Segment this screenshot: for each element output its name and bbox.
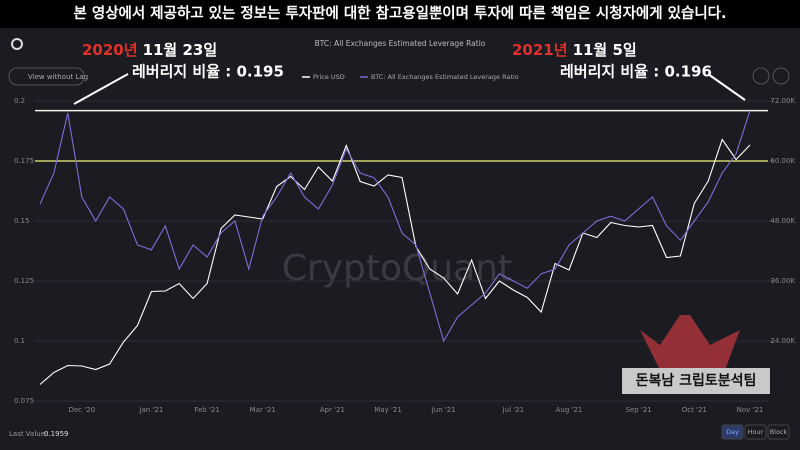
annotation-date: 11월 23일 bbox=[143, 41, 218, 59]
annotation-text: 레버리지 비율 : 0.196 bbox=[560, 63, 712, 81]
annotation: 2021년 11월 5일 bbox=[512, 41, 637, 59]
annotation-year: 2020년 bbox=[82, 41, 138, 59]
y-tick-label: 0.175 bbox=[14, 157, 34, 165]
x-tick-label: Nov '21 bbox=[737, 406, 764, 414]
banner-bg bbox=[0, 0, 800, 28]
interval-label[interactable]: Day bbox=[726, 428, 739, 436]
channel-logo bbox=[640, 315, 740, 370]
chart-title: BTC: All Exchanges Estimated Leverage Ra… bbox=[315, 39, 486, 48]
y-tick-label: 0.075 bbox=[14, 397, 34, 405]
series-line bbox=[39, 138, 751, 385]
y2-tick-label: 60.00K bbox=[770, 157, 795, 165]
x-tick-label: Jan '21 bbox=[138, 406, 163, 414]
y2-tick-label: 36.00K bbox=[770, 277, 795, 285]
x-tick-label: Jul '21 bbox=[502, 406, 525, 414]
x-tick-label: Apr '21 bbox=[320, 406, 345, 414]
legend-label: BTC: All Exchanges Estimated Leverage Ra… bbox=[371, 73, 519, 81]
interval-button[interactable] bbox=[767, 424, 790, 440]
y-tick-label: 0.2 bbox=[14, 97, 25, 105]
x-tick-label: Sep '21 bbox=[626, 406, 652, 414]
annotation: 2020년 11월 23일 bbox=[82, 41, 217, 59]
y2-tick-label: 72.00K bbox=[770, 97, 795, 105]
x-tick-label: Dec '20 bbox=[68, 406, 95, 414]
watermark: CryptoQuant bbox=[282, 248, 512, 289]
arrow bbox=[707, 73, 746, 101]
annotation-date: 11월 5일 bbox=[573, 41, 637, 59]
y2-tick-label: 24.00K bbox=[770, 337, 795, 345]
y2-tick-label: 48.00K bbox=[770, 217, 795, 225]
view-button[interactable] bbox=[8, 67, 85, 86]
interval-button[interactable] bbox=[744, 424, 767, 440]
x-tick-label: Jun '21 bbox=[431, 406, 456, 414]
y-tick-label: 0.125 bbox=[14, 277, 34, 285]
x-tick-label: Feb '21 bbox=[194, 406, 219, 414]
arrow bbox=[73, 73, 129, 105]
annotation-year: 2021년 bbox=[512, 41, 568, 59]
channel-name: 돈복남 크립토분석팀 bbox=[636, 372, 757, 389]
x-tick-label: Oct '21 bbox=[682, 406, 707, 414]
view-button-label[interactable]: View without Lag bbox=[28, 73, 88, 81]
banner: 본 영상에서 제공하고 있는 정보는 투자판에 대한 참고용일뿐이며 투자에 따… bbox=[73, 4, 726, 22]
x-tick-label: May '21 bbox=[374, 406, 402, 414]
series-line bbox=[39, 110, 751, 343]
y-tick-label: 0.1 bbox=[14, 337, 25, 345]
interval-label[interactable]: Hour bbox=[748, 428, 764, 436]
channel-bg bbox=[622, 368, 770, 394]
interval-label[interactable]: Block bbox=[770, 428, 788, 436]
x-tick-label: Aug '21 bbox=[556, 406, 583, 414]
interval-button[interactable] bbox=[721, 424, 744, 440]
logo bbox=[11, 38, 23, 50]
x-tick-label: Mar '21 bbox=[250, 406, 276, 414]
alert-icon[interactable] bbox=[752, 67, 770, 85]
legend-label: Price USD bbox=[313, 73, 345, 81]
last-value-label: Last Value: bbox=[9, 430, 47, 438]
star-icon[interactable] bbox=[772, 67, 790, 85]
y-tick-label: 0.15 bbox=[14, 217, 30, 225]
annotation-text: 레버리지 비율 : 0.195 bbox=[132, 63, 284, 81]
last-value: 0.1959 bbox=[44, 430, 69, 438]
